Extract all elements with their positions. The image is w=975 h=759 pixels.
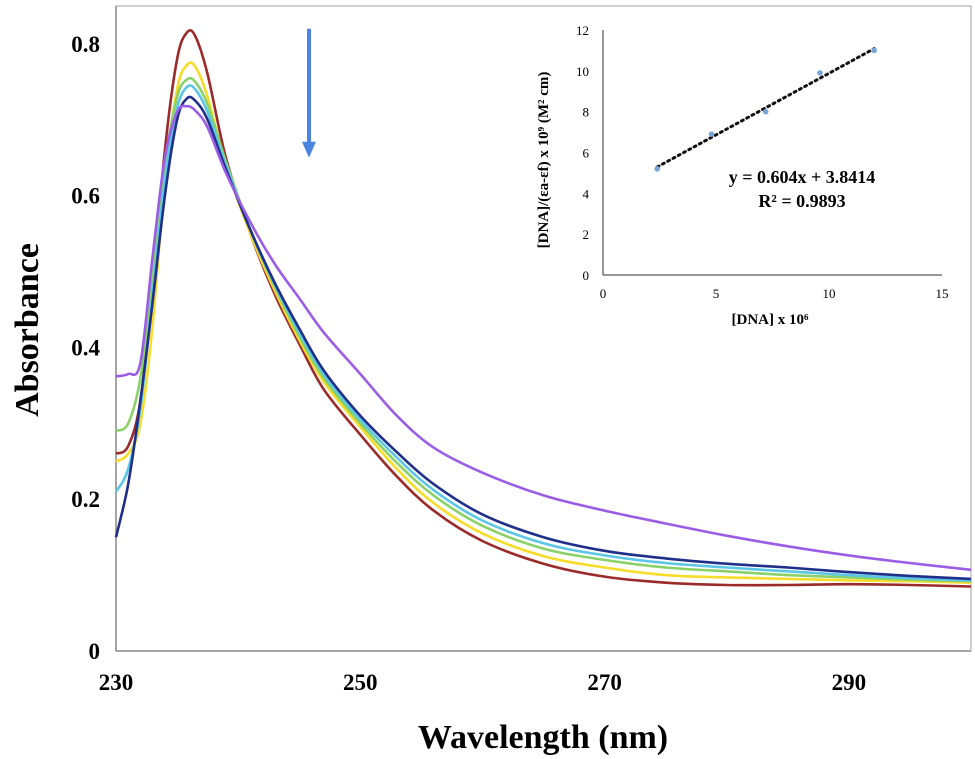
- inset-y-tick-labels: 0 2 4 6 8 10 12: [576, 23, 590, 283]
- inset-y-tick-3: 6: [583, 146, 590, 161]
- inset-x-axis-label: [DNA] x 10⁶: [732, 312, 809, 328]
- inset-plot: 0 2 4 6 8 10 12 0 5 10 15 y = 0.604x + 3.8414 R² …: [520, 12, 968, 334]
- inset-x-tick-1: 5: [713, 286, 720, 301]
- inset-y-tick-5: 10: [576, 64, 589, 79]
- inset-data-points: [654, 47, 877, 172]
- inset-x-tick-0: 0: [600, 286, 607, 301]
- main-y-tick-1: 0.2: [71, 487, 100, 512]
- inset-y-tick-0: 0: [583, 268, 590, 283]
- inset-r-squared: R² = 0.9893: [758, 191, 845, 211]
- main-x-tick-3: 290: [832, 670, 867, 695]
- absorbance-series-4: [114, 95, 972, 581]
- main-x-tick-0: 230: [99, 670, 134, 695]
- inset-x-tick-3: 15: [936, 286, 949, 301]
- inset-y-tick-1: 2: [583, 227, 590, 242]
- inset-equation: y = 0.604x + 3.8414: [729, 167, 876, 187]
- main-series-lines: [114, 29, 972, 588]
- main-x-tick-1: 250: [343, 670, 378, 695]
- main-x-tick-2: 270: [587, 670, 622, 695]
- inset-y-tick-2: 4: [583, 186, 590, 201]
- trend-arrow-head: [301, 141, 316, 158]
- inset-x-tick-labels: 0 5 10 15: [600, 286, 949, 301]
- main-y-tick-labels: 0 0.2 0.4 0.6 0.8: [71, 32, 100, 664]
- main-x-tick-labels: 230 250 270 290: [99, 670, 866, 695]
- trend-arrow: [301, 28, 316, 158]
- absorbance-series-5: [115, 104, 972, 572]
- inset-point-1: [708, 131, 715, 137]
- main-y-tick-2: 0.4: [71, 335, 100, 360]
- absorbance-series-3: [114, 84, 972, 582]
- inset-x-tick-2: 10: [823, 286, 836, 301]
- main-y-tick-3: 0.6: [71, 184, 100, 209]
- inset-y-axis-label: [DNA]/(εa-εf) x 10⁹ (M² cm): [536, 72, 552, 249]
- inset-trendline: [655, 47, 876, 169]
- main-y-axis-label: Absorbance: [9, 243, 46, 417]
- inset-point-0: [654, 166, 661, 172]
- inset-point-4: [871, 47, 877, 54]
- inset-point-3: [817, 70, 823, 76]
- inset-background: [520, 12, 968, 334]
- inset-trendline-line: [655, 47, 876, 169]
- inset-point-2: [762, 108, 769, 115]
- main-y-tick-0: 0: [89, 639, 101, 664]
- inset-y-tick-6: 12: [576, 23, 589, 38]
- inset-y-tick-4: 8: [583, 105, 590, 120]
- main-y-tick-4: 0.8: [71, 32, 100, 57]
- main-x-axis-label: Wavelength (nm): [418, 719, 668, 756]
